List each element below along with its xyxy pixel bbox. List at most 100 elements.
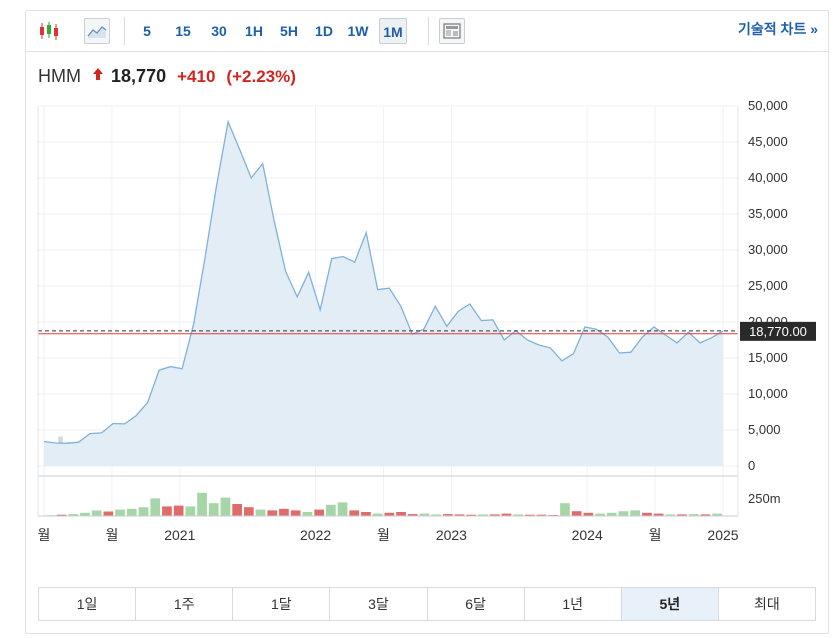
volume-bar <box>560 503 570 516</box>
y-tick-label: 0 <box>748 458 755 473</box>
price-change-percent: (+2.23%) <box>226 67 296 86</box>
volume-bar <box>267 510 278 516</box>
volume-bar <box>665 514 676 516</box>
volume-bar <box>688 514 699 516</box>
volume-bar <box>396 512 406 516</box>
interval-button-30[interactable]: 30 <box>211 23 227 39</box>
volume-bar <box>384 512 395 516</box>
x-tick-label: 월 <box>649 527 662 543</box>
chart-widget: 5 15 30 1H 5H 1D 1W 1M 기술적 차트 » HMM 18,770 +410… <box>25 10 829 634</box>
x-tick-label: 월 <box>38 527 51 543</box>
volume-bar <box>466 514 477 516</box>
interval-button-1h[interactable]: 1H <box>245 23 263 39</box>
volume-bar <box>68 514 79 516</box>
volume-bar <box>150 498 161 516</box>
volume-bar <box>244 507 254 516</box>
y-tick-label: 45,000 <box>748 134 788 149</box>
volume-bar <box>279 508 289 516</box>
up-arrow-icon <box>92 65 104 86</box>
volume-bar <box>712 513 722 516</box>
time-range-selector: 1일 1주 1달 3달 6달 1년 5년 최대 <box>38 587 816 621</box>
price-chart[interactable]: Investing.com05,00010,00015,00020,00025,… <box>26 11 828 581</box>
chart-toolbar: 5 15 30 1H 5H 1D 1W 1M 기술적 차트 » <box>26 11 828 52</box>
x-tick-label: 2024 <box>572 527 603 543</box>
volume-bar <box>91 510 102 516</box>
range-button[interactable]: 1년 <box>525 588 622 620</box>
x-tick-label: 2022 <box>300 527 331 543</box>
volume-bar <box>372 513 383 516</box>
advanced-chart-link[interactable]: 기술적 차트 » <box>738 21 818 37</box>
range-button[interactable]: 3달 <box>330 588 428 620</box>
interval-button-5h[interactable]: 5H <box>280 23 298 39</box>
y-tick-label: 15,000 <box>748 350 788 365</box>
interval-button-1d[interactable]: 1D <box>315 23 333 39</box>
y-tick-label: 25,000 <box>748 278 788 293</box>
y-tick-label: 40,000 <box>748 170 788 185</box>
volume-bar <box>407 514 418 516</box>
volume-bar <box>595 513 605 516</box>
price-line <box>43 119 724 444</box>
price-area-fill <box>44 121 723 467</box>
quote-header: HMM 18,770 +410 (+2.23%) <box>38 65 296 89</box>
range-button[interactable]: 6달 <box>428 588 525 620</box>
volume-bar <box>208 503 219 516</box>
volume-bar <box>337 502 348 516</box>
volume-bar <box>630 510 640 516</box>
volume-bar <box>419 513 430 516</box>
symbol-label: HMM <box>38 66 81 86</box>
toolbar-divider <box>124 17 125 45</box>
y-tick-label: 5,000 <box>748 422 781 437</box>
volume-tick-label: 250m <box>748 491 781 506</box>
volume-bar <box>326 504 336 516</box>
volume-bar <box>583 512 594 516</box>
x-tick-label: 2025 <box>707 527 738 543</box>
volume-bar <box>103 511 114 516</box>
price-change: +410 <box>177 67 216 86</box>
volume-bar <box>80 512 90 516</box>
y-tick-label: 35,000 <box>748 206 788 221</box>
volume-bar <box>126 508 137 516</box>
volume-bar <box>443 514 453 516</box>
volume-bar <box>220 497 231 516</box>
volume-bar <box>536 514 547 516</box>
x-tick-label: 2023 <box>436 527 467 543</box>
toolbar-divider <box>428 17 429 45</box>
range-button[interactable]: 1일 <box>39 588 137 620</box>
volume-bar <box>314 509 324 516</box>
range-button[interactable]: 최대 <box>754 596 780 612</box>
range-button[interactable]: 1달 <box>233 588 331 620</box>
volume-bar <box>525 514 535 516</box>
x-tick-label: 2021 <box>164 527 195 543</box>
volume-bar <box>349 510 360 516</box>
x-tick-label: 월 <box>105 527 118 543</box>
volume-bar <box>642 512 652 516</box>
range-button[interactable]: 5년 <box>621 588 719 620</box>
price-tag-label: 18,770.00 <box>749 324 807 339</box>
interval-button-1w[interactable]: 1W <box>347 23 369 39</box>
range-button[interactable]: 1주 <box>136 588 234 620</box>
volume-bar <box>431 514 441 516</box>
candlestick-chart-icon[interactable] <box>36 18 62 44</box>
news-overlay-icon[interactable] <box>439 18 465 44</box>
interval-button-15[interactable]: 15 <box>175 23 191 39</box>
volume-bar <box>185 506 196 516</box>
volume-bar <box>677 514 687 516</box>
volume-bar <box>302 512 313 516</box>
y-tick-label: 50,000 <box>748 98 788 113</box>
volume-bar <box>700 514 711 516</box>
volume-bar <box>115 509 125 516</box>
volume-bar <box>255 509 266 516</box>
volume-bar <box>618 511 629 516</box>
y-tick-label: 30,000 <box>748 242 788 257</box>
y-tick-label: 10,000 <box>748 386 788 401</box>
volume-bar <box>197 492 207 516</box>
interval-button-1m[interactable]: 1M <box>379 18 407 44</box>
x-tick-label: 월 <box>377 527 390 543</box>
interval-button-5[interactable]: 5 <box>143 23 151 39</box>
volume-bar <box>478 514 488 516</box>
area-chart-icon[interactable] <box>84 18 110 44</box>
volume-bar <box>653 513 664 516</box>
last-price: 18,770 <box>111 66 167 86</box>
volume-bar <box>489 514 500 516</box>
volume-bar <box>571 511 582 516</box>
